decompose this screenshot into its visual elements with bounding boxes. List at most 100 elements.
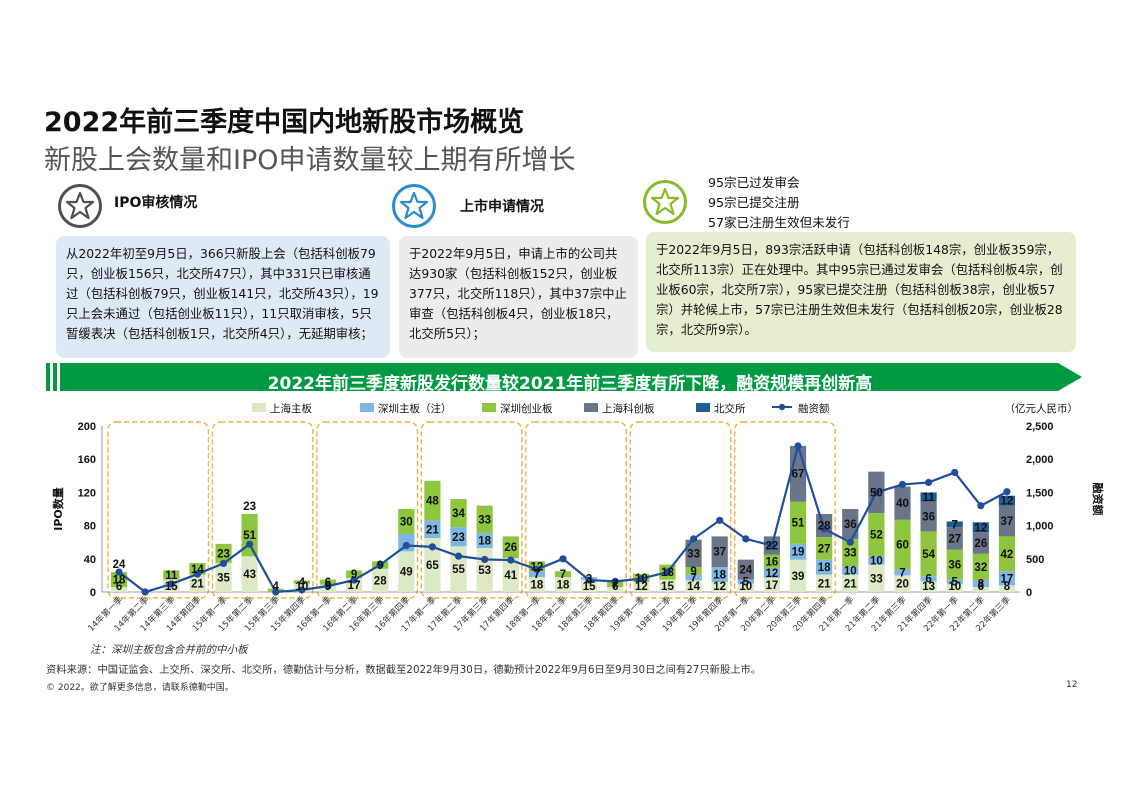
bar-label: 20 [896,579,909,591]
bar-label: 9 [325,581,331,593]
bar-label: 49 [400,567,413,579]
financing-point [925,478,933,487]
bar-segment [319,579,337,585]
bar-segment [998,585,1016,592]
banner-arrow [46,363,1082,391]
y-tick-left: 80 [84,521,96,533]
financing-point [977,502,985,510]
bar-segment [581,579,598,592]
bar-segment [424,480,441,521]
ipo-review-text: 从2022年初至9月5日，366只新股上会（包括科创板79只，创业板156只，北… [56,236,390,358]
source-note: 资料来源：中国证监会、上交所、深交所、北交所，德勤估计与分析，数据截至2022年… [46,664,762,676]
bar-segment [502,536,519,558]
bar-segment [189,574,206,592]
bar-segment [972,580,989,588]
bar-segment [685,580,702,592]
bar-label: 6 [116,581,122,593]
bar-segment [737,583,754,592]
financing-point [872,488,880,496]
financing-point [193,570,201,578]
bar-segment [528,577,545,592]
bar-label: 36 [844,519,857,531]
bar-label: 10 [870,555,883,567]
star-icon [650,187,680,216]
bar-label: 10 [635,573,648,585]
bar-label: 43 [243,569,256,581]
bar-label: 11 [165,570,178,582]
bar-label: 3 [586,573,592,585]
financing-point [533,565,541,574]
bar-segment [763,554,781,568]
y-tick-right: 1,500 [1026,487,1054,499]
bar-label: 6 [978,581,984,593]
bar-label: 21 [844,578,857,590]
bar-segment [920,531,937,577]
bar-label: 13 [922,581,935,593]
y-tick-left: 0 [90,587,96,599]
financing-point [115,568,123,576]
bar-label: 7 [612,579,618,591]
bar-label: 7 [899,567,905,579]
bar-label: 32 [974,562,987,574]
bar-label: 18 [713,570,726,582]
financing-point [794,442,802,450]
bar-label: 12 [766,568,779,580]
bar-label: 4 [299,577,306,589]
bar-label: 14 [191,564,204,576]
bar-label: 21 [426,524,439,536]
bar-segment [894,569,911,576]
bar-label: 17 [348,580,361,592]
financing-point [376,561,384,569]
star-icon [399,191,429,220]
financing-point [324,582,332,590]
financing-point [1003,488,1011,496]
bar-label: 12 [974,522,987,534]
bar-segment [946,527,963,550]
bar-label: 15 [165,581,178,593]
financing-point [742,535,750,543]
bar-segment [998,536,1016,572]
bar-segment [163,570,180,580]
bar-segment [920,501,937,532]
financing-point [689,535,698,543]
bar-segment [685,574,702,581]
legend-swatch [360,403,374,412]
bar-segment [241,513,258,557]
bar-segment [842,538,859,567]
bar-label: 30 [400,516,413,528]
financing-point [507,556,515,564]
bar-label: 5 [743,577,750,589]
bar-label: 11 [923,492,936,504]
bar-segment [789,559,807,592]
financing-point [272,588,280,596]
financing-point [663,568,672,576]
financing-point [350,576,358,584]
listing-application-text: 于2022年9月5日，申请上市的公司共达930家（包括科创板152只，创业板37… [399,236,638,358]
bar-total-label: 24 [113,559,126,571]
legend-label: 融资额 [798,402,830,415]
registration-line-1: 95宗已过发审会 [708,175,800,190]
year-group-box [420,421,523,599]
bar-label: 26 [974,538,987,550]
bar-segment [711,582,728,592]
financing-point [481,555,489,564]
bar-segment [842,509,859,539]
y-tick-left: 160 [78,454,96,466]
bar-segment [894,519,911,570]
bar-segment [215,543,232,563]
legend-label: 深圳创业板 [500,402,553,415]
bar-label: 54 [922,549,935,561]
year-group-box [734,421,836,599]
bar-segment [528,571,545,578]
bar-label: 14 [687,581,700,593]
page-title: 2022年前三季度中国内地新股市场概览 [44,107,525,138]
bar-segment [816,537,833,560]
bar-segment [920,576,937,582]
financing-point [428,543,437,551]
bar-segment [920,581,937,592]
financing-point [246,540,254,548]
year-group-box [629,421,732,599]
bar-label: 17 [1001,573,1014,585]
y-tick-left: 200 [78,421,96,433]
bar-segment [842,566,859,575]
